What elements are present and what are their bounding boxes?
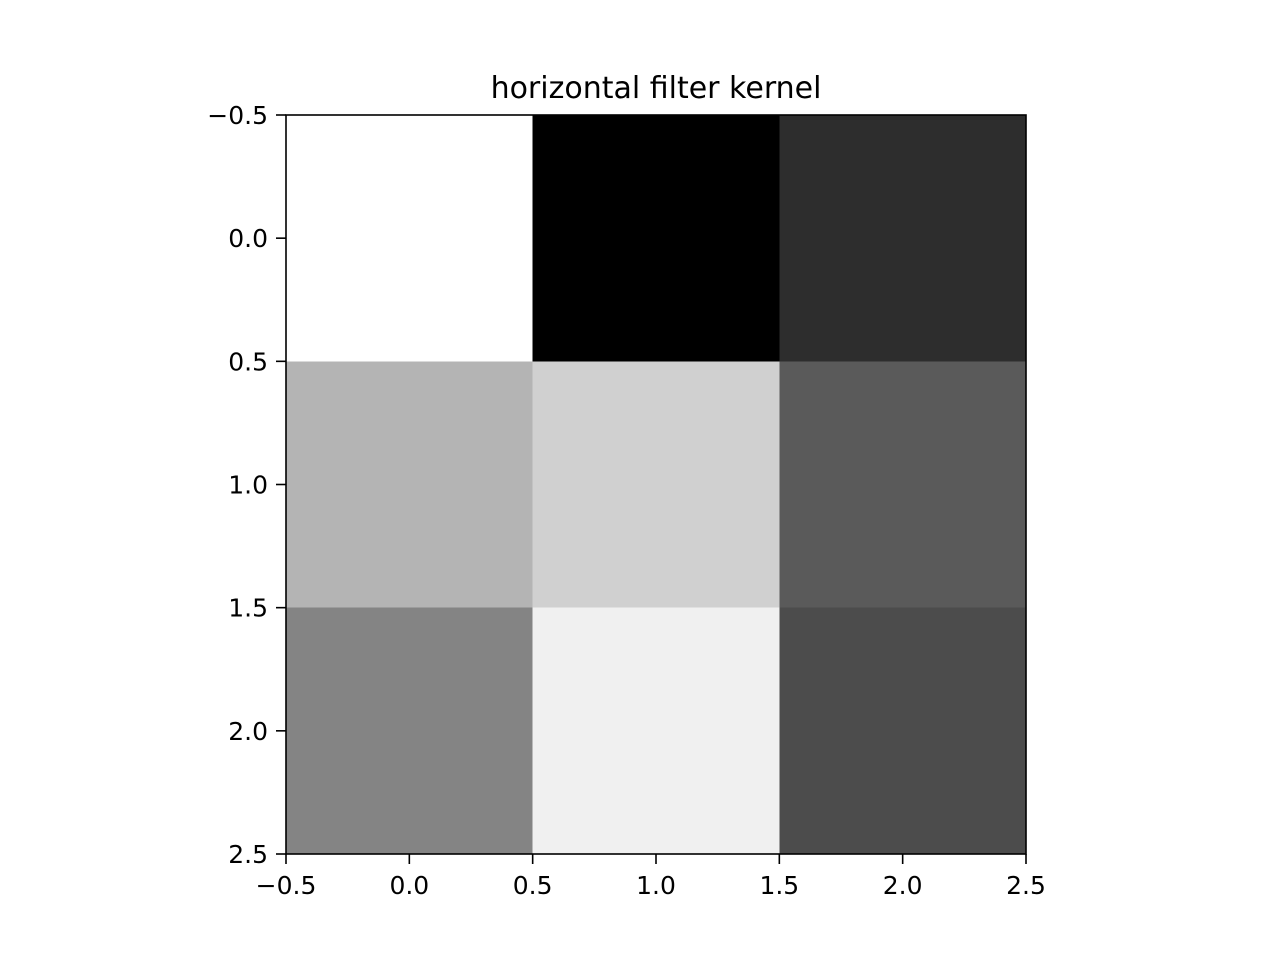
chart-title: horizontal filter kernel: [491, 71, 822, 106]
heatmap-cell-r2-c0: [286, 607, 533, 854]
y-tick-label: 1.0: [228, 471, 268, 500]
heatmap-cell-r2-c1: [532, 607, 780, 854]
y-tick-label: 2.0: [228, 717, 268, 746]
heatmap-cell-r1-c2: [779, 361, 1026, 608]
heatmap-cell-r0-c0: [286, 115, 533, 362]
y-tick-label: 1.5: [228, 594, 268, 623]
heatmap-cell-r2-c2: [779, 607, 1026, 854]
x-tick-label: 1.0: [636, 871, 676, 900]
x-axis-ticks: −0.5 0.0 0.5 1.0 1.5 2.0 2.5: [256, 854, 1046, 900]
heatmap-cell-r1-c0: [286, 361, 533, 608]
x-tick-label: 0.0: [389, 871, 429, 900]
y-axis-ticks: −0.5 0.0 0.5 1.0 1.5 2.0 2.5: [207, 101, 286, 869]
y-tick-label: 0.0: [228, 224, 268, 253]
x-tick-label: −0.5: [256, 871, 317, 900]
y-tick-label: 0.5: [228, 347, 268, 376]
heatmap-cells: [286, 115, 1026, 854]
heatmap-cell-r0-c2: [779, 115, 1026, 362]
y-tick-label: 2.5: [228, 840, 268, 869]
y-tick-label: −0.5: [207, 101, 268, 130]
x-tick-label: 2.0: [883, 871, 923, 900]
heatmap-cell-r0-c1: [532, 115, 780, 362]
x-tick-label: 0.5: [513, 871, 553, 900]
x-tick-label: 2.5: [1006, 871, 1046, 900]
x-tick-label: 1.5: [759, 871, 799, 900]
heatmap-cell-r1-c1: [532, 361, 780, 608]
